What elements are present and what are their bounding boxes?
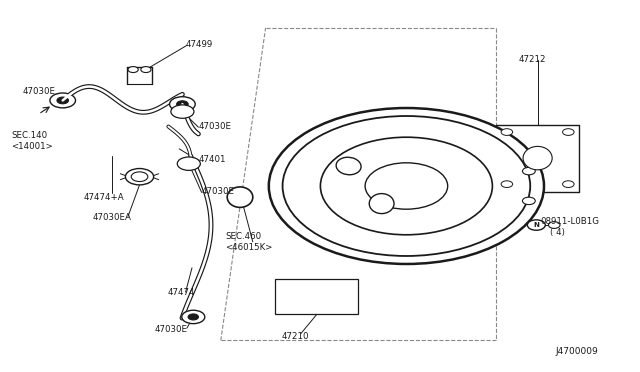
Text: <46015K>: <46015K> [225,243,273,252]
Ellipse shape [321,137,492,235]
Text: 47499: 47499 [186,40,213,49]
Circle shape [527,220,545,230]
Circle shape [125,169,154,185]
Circle shape [522,197,535,205]
Text: 47030E: 47030E [155,325,188,334]
Circle shape [177,101,188,108]
Circle shape [170,97,195,112]
Ellipse shape [365,163,448,209]
Ellipse shape [269,108,544,264]
Circle shape [141,67,151,73]
Ellipse shape [369,193,394,214]
Text: 47474+A: 47474+A [83,193,124,202]
Ellipse shape [336,157,361,175]
Circle shape [501,129,513,135]
Circle shape [128,67,138,73]
Circle shape [177,157,200,170]
Text: 08911-L0B1G: 08911-L0B1G [541,217,600,226]
Text: SEC.140: SEC.140 [12,131,47,140]
Text: 47401: 47401 [198,155,226,164]
Text: J4700009: J4700009 [556,347,598,356]
Ellipse shape [282,116,530,256]
Circle shape [131,172,148,182]
Circle shape [50,93,76,108]
Circle shape [522,167,535,175]
Circle shape [563,181,574,187]
Text: 47030E: 47030E [198,122,232,131]
Circle shape [188,314,198,320]
Ellipse shape [227,187,253,207]
Circle shape [548,222,560,228]
Text: SEC.460: SEC.460 [225,232,261,241]
Text: ( 4): ( 4) [550,228,565,237]
Circle shape [501,181,513,187]
Circle shape [563,129,574,135]
Text: N: N [533,222,540,228]
Text: 47474: 47474 [168,288,195,296]
Circle shape [182,310,205,324]
Bar [275,279,358,314]
Ellipse shape [523,147,552,170]
Circle shape [57,97,68,104]
Text: 47210: 47210 [282,332,309,341]
Text: 47030E: 47030E [22,87,56,96]
Text: <14001>: <14001> [12,142,53,151]
Circle shape [171,105,194,118]
Text: 47030EA: 47030EA [93,213,132,222]
Text: 47212: 47212 [518,55,546,64]
Text: 47030E: 47030E [202,187,235,196]
